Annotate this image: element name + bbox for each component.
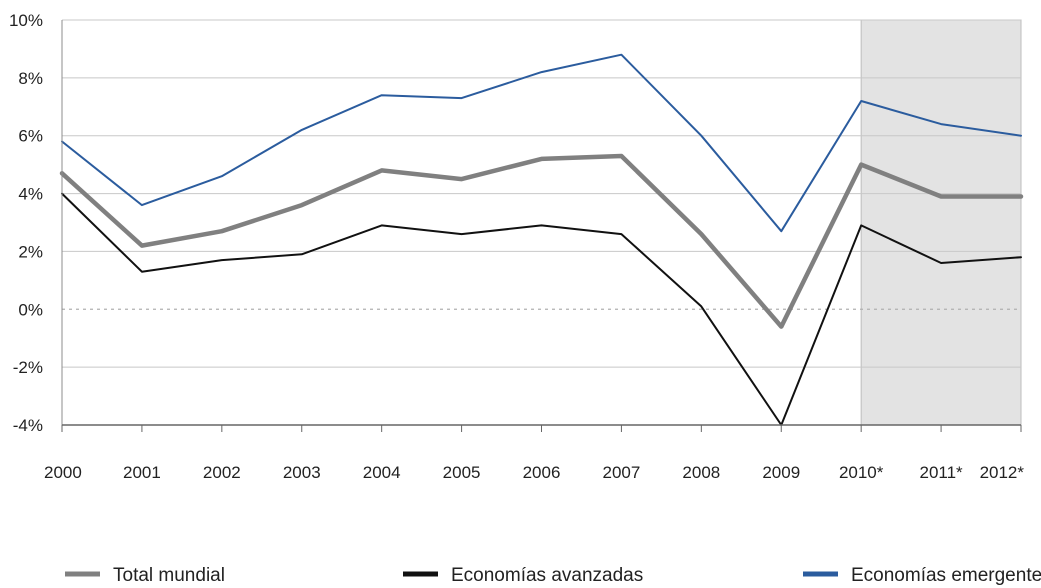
x-tick-label: 2011* (919, 463, 963, 482)
x-tick-label: 2005 (443, 463, 481, 482)
x-tick-label: 2010* (839, 463, 884, 482)
series-line-total-mundial (59, 153, 1024, 329)
x-tick-label: 2006 (523, 463, 561, 482)
series-line-economias-avanzadas (61, 192, 1022, 426)
y-tick-label: 0% (18, 300, 43, 319)
x-tick-label: 2008 (682, 463, 720, 482)
series-line-economias-emergentes (61, 53, 1022, 233)
axis-layer: 10% 8% 6% 4% 2% 0% -2% -4% 2000 2001 2002 2003 2004 2… (9, 11, 1024, 482)
x-tick-label: 2012* (980, 463, 1025, 482)
x-tick-label: 2004 (363, 463, 401, 482)
y-tick-label: -4% (13, 416, 43, 435)
y-tick-label: 8% (18, 69, 43, 88)
y-tick-label: 10% (9, 11, 43, 30)
x-tick-label: 2003 (283, 463, 321, 482)
x-tick-label: 2000 (44, 463, 82, 482)
forecast-shaded-region (860, 19, 1022, 426)
y-tick-label: 2% (18, 242, 43, 261)
legend-label-total-mundial: Total mundial (113, 565, 225, 586)
y-tick-label: -2% (13, 358, 43, 377)
x-tick-label: 2002 (203, 463, 241, 482)
x-tick-label: 2007 (603, 463, 641, 482)
legend: Total mundial Economías avanzadas Economía… (65, 565, 1041, 586)
y-tick-label: 4% (18, 185, 43, 204)
x-tick-label: 2001 (123, 463, 161, 482)
grid-layer (62, 19, 1021, 368)
x-tick-label: 2009 (762, 463, 800, 482)
y-tick-label: 6% (18, 127, 43, 146)
legend-label-economias-emergentes: Economías emergentes (851, 565, 1041, 586)
forecast-shading-layer (860, 19, 1022, 426)
legend-label-economias-avanzadas: Economías avanzadas (451, 565, 643, 586)
series-layer (59, 53, 1024, 426)
